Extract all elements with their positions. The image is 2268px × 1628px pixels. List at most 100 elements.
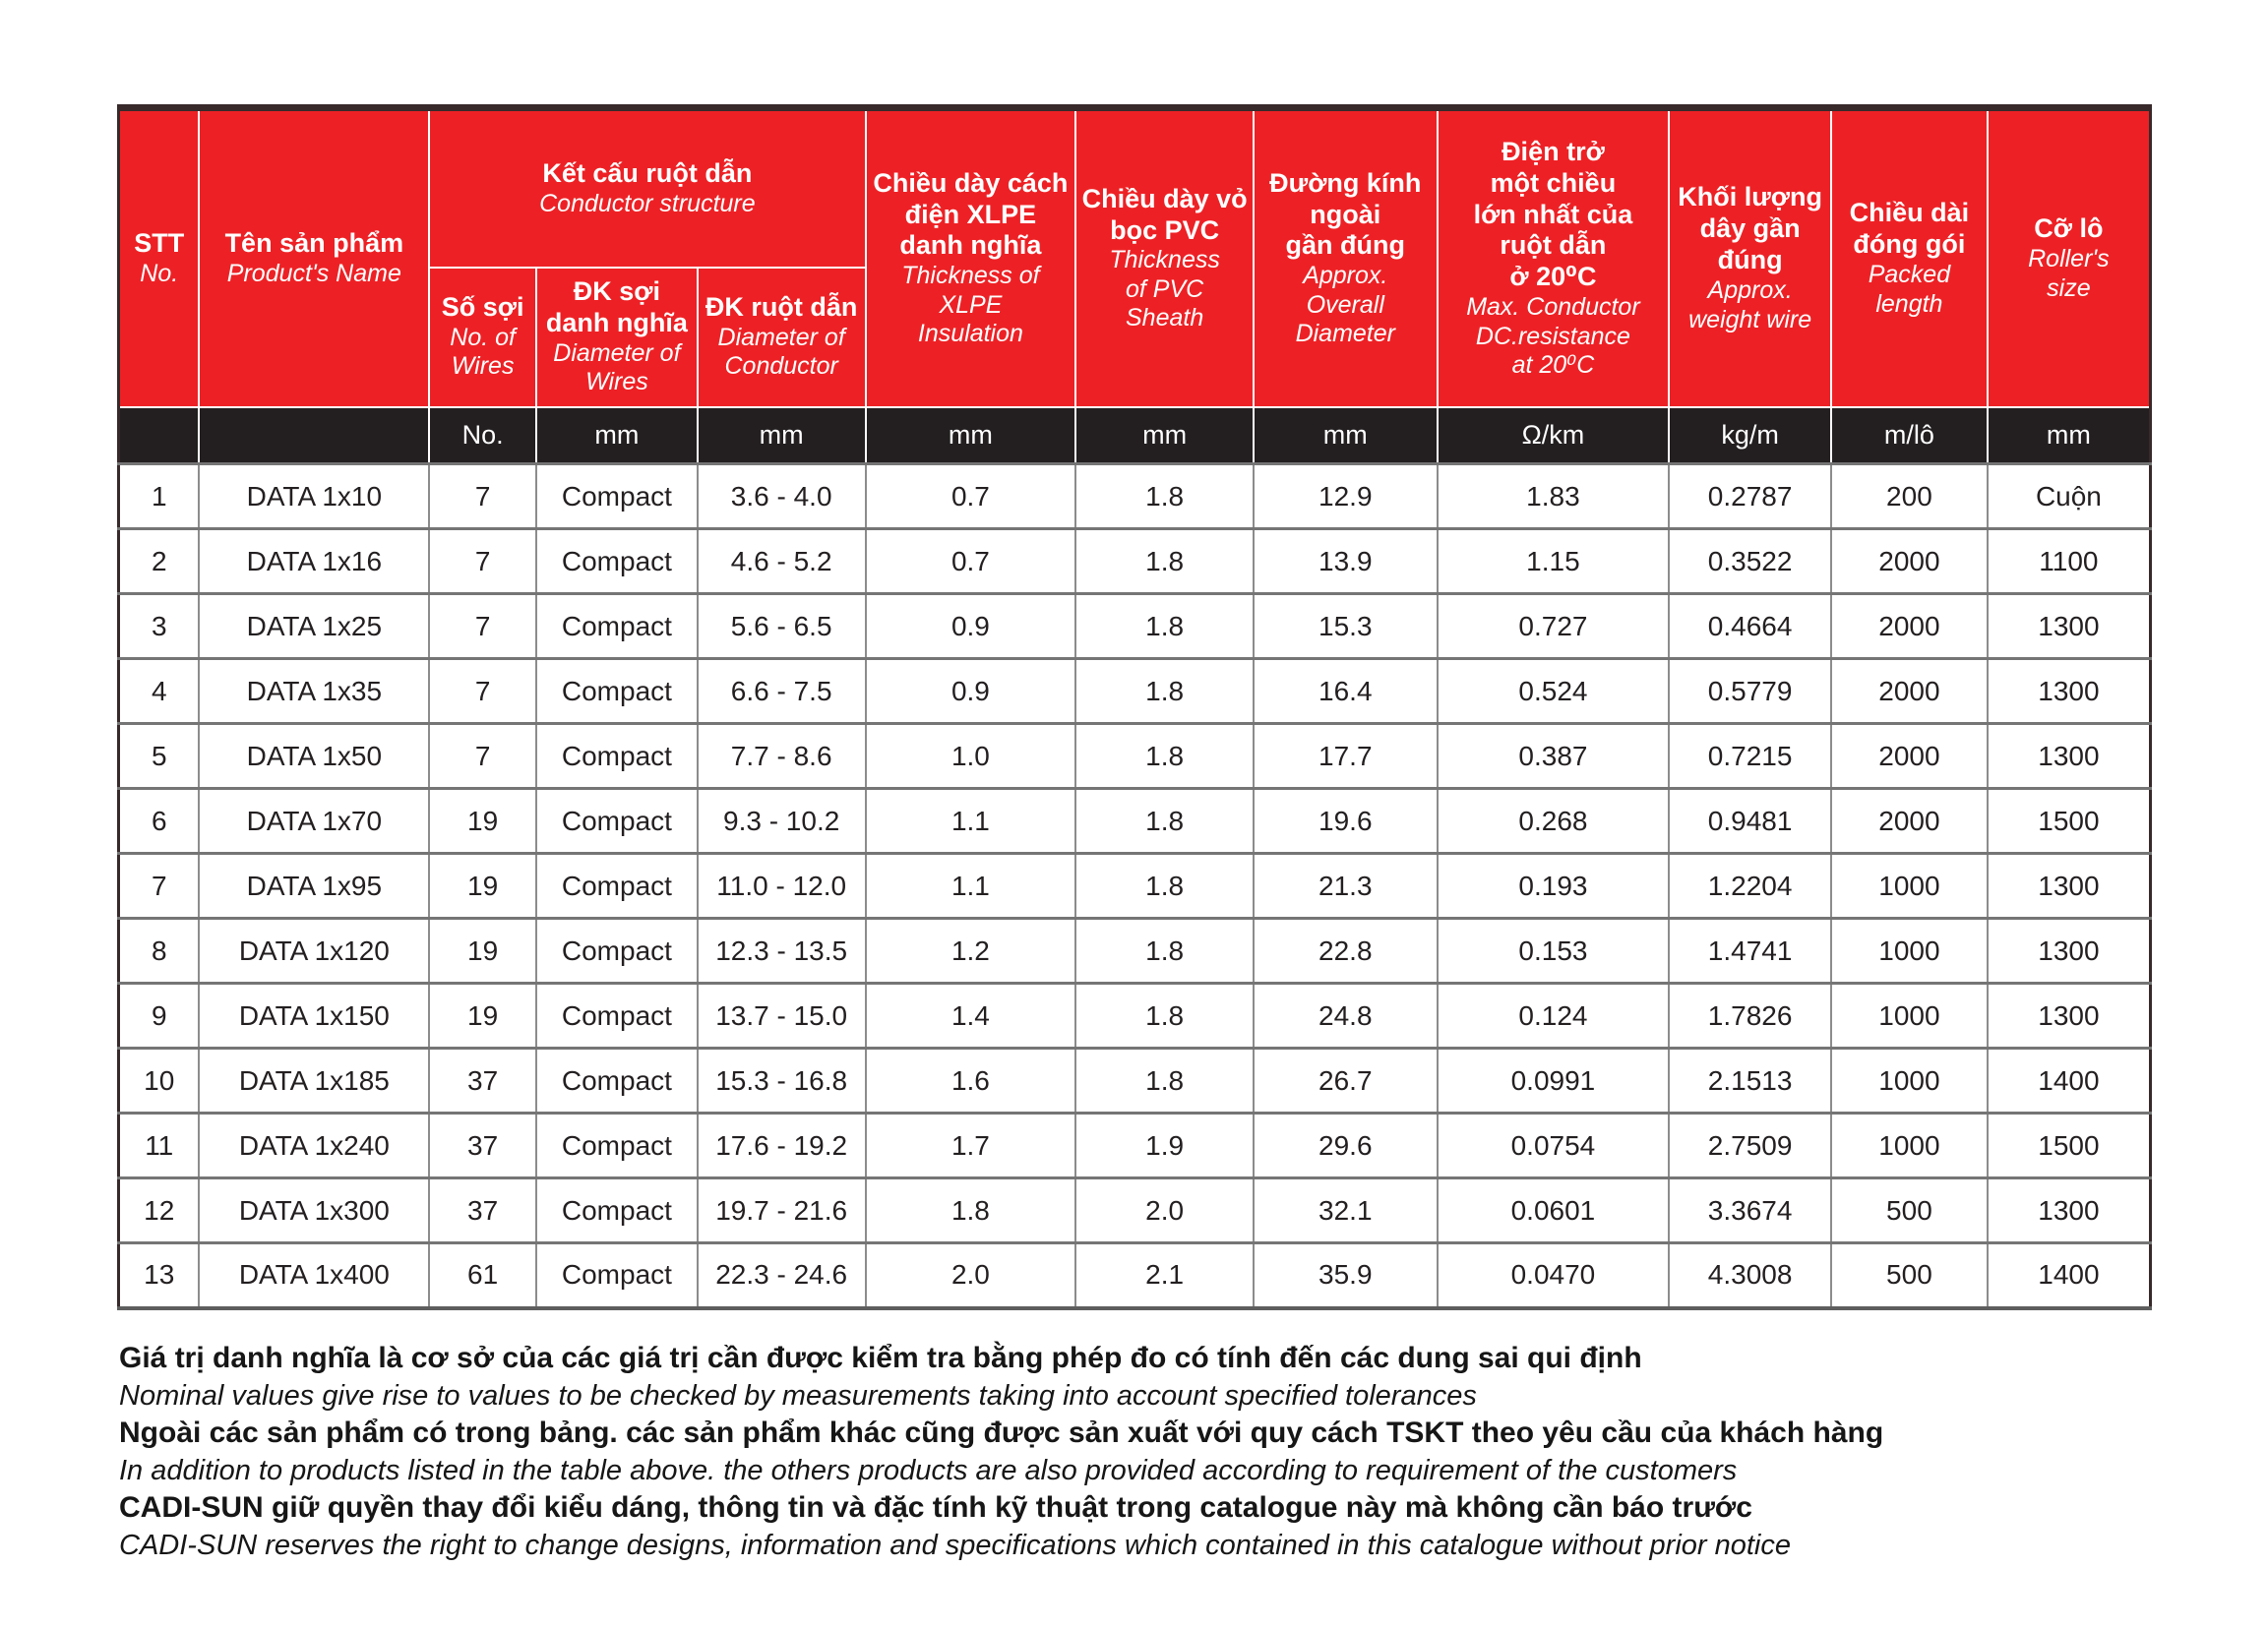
table-row: 9 DATA 1x150 19 Compact 13.7 - 15.0 1.4 1.8 24.… bbox=[117, 982, 2152, 1050]
table-cell: 19 bbox=[428, 982, 538, 1050]
table-cell: 0.9481 bbox=[1668, 787, 1833, 855]
table-cell: 9.3 - 10.2 bbox=[696, 787, 867, 855]
table-cell: 3.6 - 4.0 bbox=[696, 462, 867, 530]
table-cell: Compact bbox=[535, 982, 699, 1050]
table-cell: 1 bbox=[117, 462, 201, 530]
table-cell: 4 bbox=[117, 657, 201, 725]
col-header-stt-en: No. bbox=[140, 259, 179, 287]
col-header-packed-length-en: Packed length bbox=[1868, 261, 1951, 318]
table-cell: 0.0470 bbox=[1436, 1241, 1671, 1309]
table-cell: 1.4 bbox=[864, 982, 1077, 1050]
table-cell: 1400 bbox=[1986, 1241, 2152, 1309]
table-cell: 0.124 bbox=[1436, 982, 1671, 1050]
table-cell: 1.8 bbox=[864, 1176, 1077, 1244]
table-cell: 19 bbox=[428, 852, 538, 920]
table-cell: 32.1 bbox=[1252, 1176, 1439, 1244]
col-header-no-of-wires-vn: Số sợi bbox=[441, 292, 524, 323]
table-cell: Compact bbox=[535, 592, 699, 660]
table-cell: 1000 bbox=[1830, 852, 1989, 920]
table-cell: 1300 bbox=[1986, 982, 2152, 1050]
table-cell: 2000 bbox=[1830, 592, 1989, 660]
col-header-overall-diameter-en: Approx. Overall Diameter bbox=[1295, 262, 1395, 348]
table-cell: 500 bbox=[1830, 1176, 1989, 1244]
table-row: 11 DATA 1x240 37 Compact 17.6 - 19.2 1.7 1.9 29… bbox=[117, 1112, 2152, 1179]
table-cell: 15.3 - 16.8 bbox=[696, 1047, 867, 1115]
table-cell: 17.6 - 19.2 bbox=[696, 1112, 867, 1179]
table-cell: 6.6 - 7.5 bbox=[696, 657, 867, 725]
table-cell: 7 bbox=[428, 592, 538, 660]
table-cell: 12.3 - 13.5 bbox=[696, 917, 867, 985]
table-cell: 1100 bbox=[1986, 527, 2152, 595]
table-cell: DATA 1x400 bbox=[198, 1241, 431, 1309]
table-cell: 0.0601 bbox=[1436, 1176, 1671, 1244]
table-cell: 1400 bbox=[1986, 1047, 2152, 1115]
table-cell: 0.524 bbox=[1436, 657, 1671, 725]
table-cell: 1300 bbox=[1986, 592, 2152, 660]
table-cell: 1300 bbox=[1986, 852, 2152, 920]
col-header-roller-size-vn: Cỡ lô bbox=[2034, 213, 2104, 244]
note-line-3-vn: Ngoài các sản phẩm có trong bảng. các sả… bbox=[119, 1417, 1884, 1449]
table-cell: 1.8 bbox=[1074, 592, 1255, 660]
table-row: 5 DATA 1x50 7 Compact 7.7 - 8.6 1.0 1.8 17.7 0.3… bbox=[117, 722, 2152, 790]
table-cell: Compact bbox=[535, 1047, 699, 1115]
col-header-packed-length-vn: Chiều dài đóng gói bbox=[1849, 198, 1970, 260]
table-cell: 12 bbox=[117, 1176, 201, 1244]
table-row: 12 DATA 1x300 37 Compact 19.7 - 21.6 1.8 2.0 32… bbox=[117, 1176, 2152, 1244]
table-cell: 2.1513 bbox=[1668, 1047, 1833, 1115]
table-cell: DATA 1x185 bbox=[198, 1047, 431, 1115]
table-cell: 24.8 bbox=[1252, 982, 1439, 1050]
col-header-conductor-structure-vn: Kết cấu ruột dẫn bbox=[542, 158, 753, 189]
table-cell: Compact bbox=[535, 1112, 699, 1179]
unit-cell-pvc-thickness: mm bbox=[1074, 406, 1255, 464]
table-cell: Cuộn bbox=[1986, 462, 2152, 530]
units-row: No. mm mm mm mm mm Ω/km kg/m m/lô mm bbox=[117, 406, 2152, 464]
table-row: 1 DATA 1x10 7 Compact 3.6 - 4.0 0.7 1.8 12.9 1.8… bbox=[117, 462, 2152, 530]
table-cell: DATA 1x150 bbox=[198, 982, 431, 1050]
note-line-6-en: CADI-SUN reserves the right to change de… bbox=[119, 1530, 1792, 1561]
table-cell: 0.387 bbox=[1436, 722, 1671, 790]
table-cell: 2000 bbox=[1830, 527, 1989, 595]
table-cell: 3.3674 bbox=[1668, 1176, 1833, 1244]
table-cell: 11.0 - 12.0 bbox=[696, 852, 867, 920]
table-cell: 10 bbox=[117, 1047, 201, 1115]
table-cell: DATA 1x70 bbox=[198, 787, 431, 855]
table-cell: 19.7 - 21.6 bbox=[696, 1176, 867, 1244]
unit-cell-stt bbox=[117, 406, 201, 464]
table-cell: 1000 bbox=[1830, 982, 1989, 1050]
col-header-stt-vn: STT bbox=[134, 228, 185, 259]
table-cell: 13.9 bbox=[1252, 527, 1439, 595]
col-header-conductor-structure-en: Conductor structure bbox=[539, 189, 756, 217]
table-cell: 1000 bbox=[1830, 917, 1989, 985]
col-header-diameter-of-conductor: ĐK ruột dẫn Diameter of Conductor bbox=[696, 266, 867, 408]
table-cell: 2.0 bbox=[864, 1241, 1077, 1309]
table-cell: Compact bbox=[535, 722, 699, 790]
col-header-roller-size: Cỡ lô Roller's size bbox=[1986, 106, 2152, 408]
col-header-dc-resistance-vn: Điện trở một chiều lớn nhất của ruột dẫn… bbox=[1473, 136, 1633, 292]
table-cell: 29.6 bbox=[1252, 1112, 1439, 1179]
table-cell: 1.8 bbox=[1074, 657, 1255, 725]
table-cell: 2.0 bbox=[1074, 1176, 1255, 1244]
header-row-subcolumns: Số sợi No. of Wires ĐK sợi danh nghĩa Di… bbox=[119, 266, 2151, 408]
note-line-1-vn: Giá trị danh nghĩa là cơ sở của các giá … bbox=[119, 1342, 1642, 1374]
table-cell: DATA 1x25 bbox=[198, 592, 431, 660]
col-header-dc-resistance: Điện trở một chiều lớn nhất của ruột dẫn… bbox=[1436, 106, 1671, 408]
table-cell: 7.7 - 8.6 bbox=[696, 722, 867, 790]
table-cell: 2000 bbox=[1830, 657, 1989, 725]
table-cell: 0.2787 bbox=[1668, 462, 1833, 530]
table-cell: 1.4741 bbox=[1668, 917, 1833, 985]
table-cell: 1300 bbox=[1986, 1176, 2152, 1244]
footnotes: Giá trị danh nghĩa là cơ sở của các giá … bbox=[119, 1340, 2185, 1564]
table-cell: 26.7 bbox=[1252, 1047, 1439, 1115]
col-header-roller-size-en: Roller's size bbox=[2028, 245, 2110, 302]
table-cell: 0.9 bbox=[864, 592, 1077, 660]
unit-cell-diameter-of-wires: mm bbox=[535, 406, 699, 464]
table-cell: 7 bbox=[428, 722, 538, 790]
col-header-packed-length: Chiều dài đóng gói Packed length bbox=[1830, 106, 1989, 408]
col-header-no-of-wires-en: No. of Wires bbox=[450, 323, 516, 381]
unit-cell-packed-length: m/lô bbox=[1830, 406, 1989, 464]
table-cell: 1.8 bbox=[1074, 462, 1255, 530]
table-cell: 21.3 bbox=[1252, 852, 1439, 920]
table-cell: 12.9 bbox=[1252, 462, 1439, 530]
table-cell: 1.8 bbox=[1074, 527, 1255, 595]
table-cell: Compact bbox=[535, 657, 699, 725]
